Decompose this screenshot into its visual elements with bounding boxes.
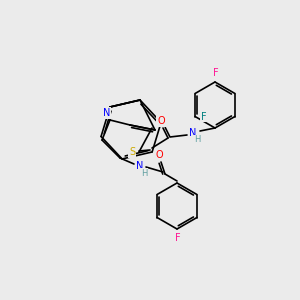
Text: H: H xyxy=(141,169,147,178)
Text: N: N xyxy=(189,128,197,138)
Text: N: N xyxy=(103,108,111,118)
Text: N: N xyxy=(136,161,144,171)
Text: H: H xyxy=(194,136,200,145)
Text: O: O xyxy=(157,116,165,126)
Text: S: S xyxy=(129,147,135,157)
Text: F: F xyxy=(175,233,181,243)
Text: F: F xyxy=(201,112,207,122)
Text: F: F xyxy=(213,68,219,78)
Text: O: O xyxy=(155,150,163,160)
